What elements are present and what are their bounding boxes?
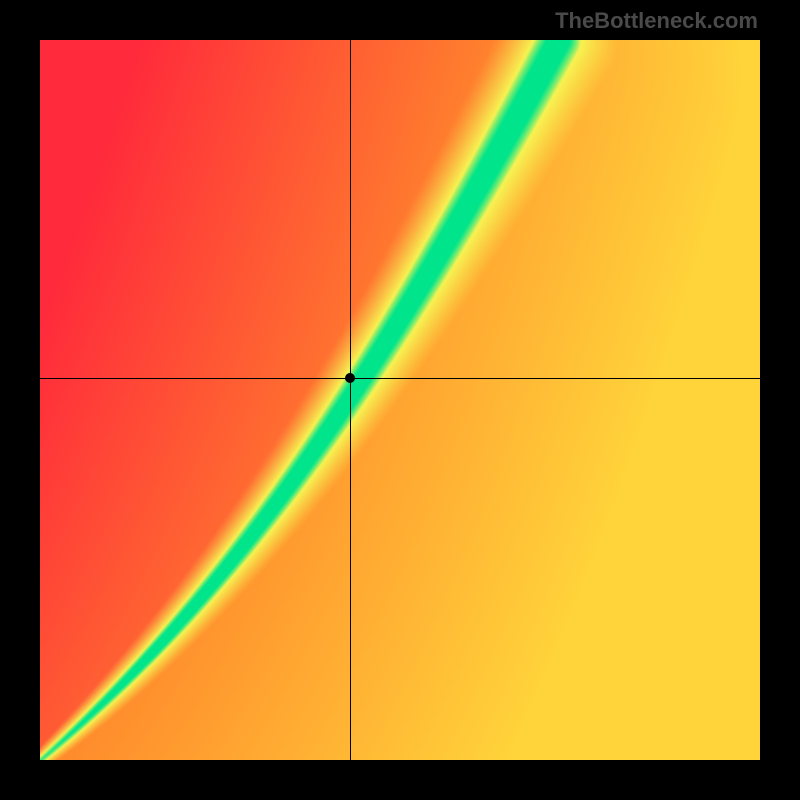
chart-container: TheBottleneck.com [0, 0, 800, 800]
heatmap-canvas [40, 40, 760, 760]
crosshair-marker [345, 373, 355, 383]
heatmap-plot [40, 40, 760, 760]
crosshair-horizontal [40, 378, 760, 379]
crosshair-vertical [350, 40, 351, 760]
watermark-text: TheBottleneck.com [555, 8, 758, 34]
